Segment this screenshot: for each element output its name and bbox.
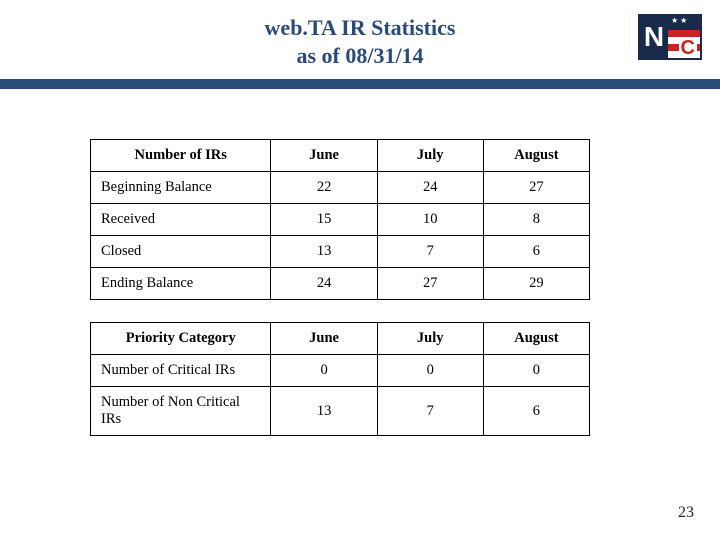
cell: 10 <box>377 204 483 236</box>
cell: 29 <box>483 268 589 300</box>
page-number: 23 <box>678 504 694 522</box>
table-row: Number of Critical IRs 0 0 0 <box>91 355 590 387</box>
table-header-row: Number of IRs June July August <box>91 140 590 172</box>
col-header: August <box>483 140 589 172</box>
cell: 7 <box>377 236 483 268</box>
cell: 8 <box>483 204 589 236</box>
cell: 15 <box>271 204 377 236</box>
priority-category-table: Priority Category June July August Numbe… <box>90 322 590 436</box>
col-header: June <box>271 323 377 355</box>
cell: 0 <box>377 355 483 387</box>
table-row: Ending Balance 24 27 29 <box>91 268 590 300</box>
col-header: July <box>377 140 483 172</box>
col-header: Number of IRs <box>91 140 271 172</box>
slide-content: Number of IRs June July August Beginning… <box>0 89 720 436</box>
col-header: Priority Category <box>91 323 271 355</box>
col-header: July <box>377 323 483 355</box>
row-label: Ending Balance <box>91 268 271 300</box>
table-header-row: Priority Category June July August <box>91 323 590 355</box>
slide-header: web.TA IR Statistics as of 08/31/14 N C <box>0 0 720 69</box>
row-label: Closed <box>91 236 271 268</box>
row-label: Beginning Balance <box>91 172 271 204</box>
nfc-logo-icon: N C <box>638 14 702 60</box>
cell: 7 <box>377 387 483 436</box>
table-row: Closed 13 7 6 <box>91 236 590 268</box>
ir-count-table: Number of IRs June July August Beginning… <box>90 139 590 300</box>
cell: 24 <box>377 172 483 204</box>
row-label: Number of Non Critical IRs <box>91 387 271 436</box>
table-row: Number of Non Critical IRs 13 7 6 <box>91 387 590 436</box>
table-row: Beginning Balance 22 24 27 <box>91 172 590 204</box>
cell: 6 <box>483 387 589 436</box>
cell: 0 <box>483 355 589 387</box>
cell: 27 <box>483 172 589 204</box>
header-divider <box>0 79 720 89</box>
col-header: August <box>483 323 589 355</box>
cell: 6 <box>483 236 589 268</box>
title-line-2: as of 08/31/14 <box>20 42 700 70</box>
cell: 13 <box>271 236 377 268</box>
row-label: Number of Critical IRs <box>91 355 271 387</box>
row-label: Received <box>91 204 271 236</box>
col-header: June <box>271 140 377 172</box>
slide-title: web.TA IR Statistics as of 08/31/14 <box>20 14 700 69</box>
cell: 24 <box>271 268 377 300</box>
cell: 22 <box>271 172 377 204</box>
cell: 0 <box>271 355 377 387</box>
title-line-1: web.TA IR Statistics <box>20 14 700 42</box>
table-row: Received 15 10 8 <box>91 204 590 236</box>
cell: 27 <box>377 268 483 300</box>
cell: 13 <box>271 387 377 436</box>
